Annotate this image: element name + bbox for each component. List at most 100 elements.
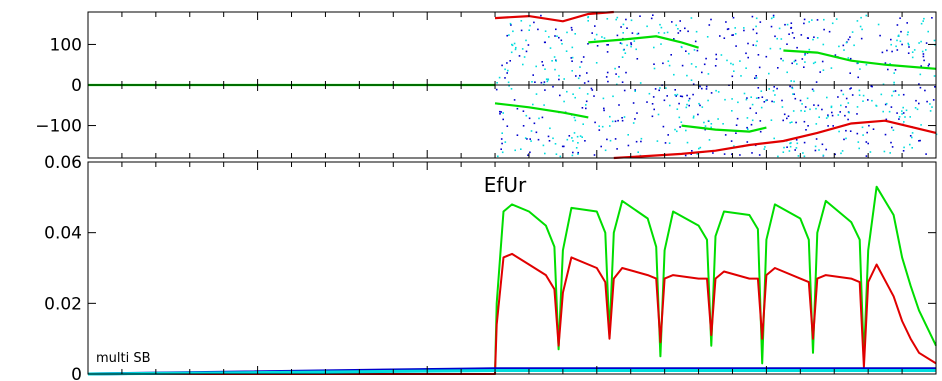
phase-scatter-point-blue (927, 65, 930, 67)
phase-scatter-point-blue (831, 111, 833, 114)
phase-scatter-point-blue (891, 50, 893, 53)
phase-scatter-point-cyan (800, 109, 802, 112)
phase-scatter-point-blue (618, 66, 620, 68)
phase-scatter-point-blue (607, 44, 609, 46)
phase-scatter-point-cyan (791, 121, 793, 123)
phase-scatter-point-cyan (513, 42, 516, 45)
phase-scatter-point-cyan (571, 46, 574, 49)
phase-scatter-point-cyan (755, 97, 758, 99)
phase-series-line-green-5 (783, 49, 937, 70)
phase-scatter-point-blue (634, 118, 636, 120)
phase-scatter-point-cyan (707, 119, 710, 122)
phase-scatter-point-cyan (690, 63, 693, 65)
phase-scatter-point-blue (563, 145, 565, 148)
phase-scatter-point-cyan (857, 141, 860, 143)
phase-scatter-point-cyan (755, 44, 757, 47)
phase-scatter-point-cyan (745, 67, 747, 69)
phase-scatter-point-blue (735, 124, 738, 126)
phase-scatter-point-blue (714, 65, 717, 67)
phase-scatter-point-cyan (532, 103, 534, 106)
phase-scatter-point-blue (715, 58, 718, 60)
phase-scatter-point-blue (506, 125, 509, 127)
phase-scatter-point-blue (827, 114, 829, 116)
phase-scatter-point-blue (529, 138, 531, 140)
phase-scatter-point-cyan (933, 39, 936, 42)
phase-scatter-point-blue (600, 145, 602, 148)
phase-scatter-point-cyan (501, 151, 504, 154)
phase-scatter-point-blue (856, 113, 858, 115)
phase-scatter-point-cyan (680, 121, 683, 123)
phase-scatter-point-blue (922, 53, 925, 55)
phase-scatter-point-blue (684, 27, 686, 30)
phase-scatter-point-blue (902, 93, 905, 96)
phase-scatter-point-blue (923, 59, 925, 62)
phase-scatter-point-cyan (802, 152, 804, 154)
phase-scatter-point-blue (712, 152, 714, 154)
phase-scatter-point-cyan (790, 142, 792, 144)
phase-scatter-point-cyan (595, 62, 598, 64)
phase-scatter-point-cyan (524, 137, 527, 139)
amplitude-plot-frame (87, 161, 937, 375)
phase-scatter-point-blue (896, 24, 899, 26)
phase-scatter-point-blue (662, 62, 664, 65)
phase-scatter-point-cyan (882, 83, 885, 86)
phase-scatter-point-cyan (889, 63, 891, 65)
phase-scatter-point-blue (745, 52, 747, 55)
phase-scatter-point-blue (773, 86, 775, 88)
phase-scatter-point-blue (867, 142, 869, 145)
phase-scatter-point-cyan (858, 89, 861, 92)
phase-scatter-point-blue (754, 77, 756, 79)
phase-scatter-point-cyan (789, 121, 791, 124)
phase-scatter-point-cyan (543, 104, 545, 106)
phase-scatter-point-blue (506, 34, 508, 37)
phase-scatter-point-cyan (508, 85, 510, 87)
phase-scatter-point-cyan (726, 59, 728, 62)
phase-scatter-point-blue (849, 57, 852, 60)
phase-scatter-point-cyan (773, 101, 775, 103)
phase-scatter-point-cyan (782, 151, 785, 153)
phase-scatter-point-cyan (653, 46, 655, 49)
phase-scatter-point-blue (699, 104, 701, 107)
phase-scatter-point-blue (899, 17, 901, 19)
phase-scatter-point-cyan (579, 66, 581, 68)
phase-scatter-point-cyan (773, 137, 775, 140)
phase-scatter-point-blue (726, 28, 729, 31)
phase-scatter-point-cyan (706, 36, 709, 38)
phase-scatter-point-cyan (911, 132, 914, 134)
phase-series-line-green-2 (494, 102, 589, 119)
phase-scatter-point-cyan (929, 110, 932, 112)
phase-scatter-point-blue (758, 66, 761, 69)
phase-scatter-point-blue (786, 146, 788, 148)
phase-scatter-point-blue (724, 134, 727, 136)
phase-scatter-point-cyan (734, 27, 736, 29)
phase-scatter-point-blue (674, 89, 676, 91)
phase-scatter-point-cyan (571, 154, 574, 157)
phase-scatter-point-blue (811, 88, 814, 91)
phase-scatter-point-blue (666, 95, 668, 97)
phase-scatter-point-blue (776, 87, 778, 90)
phase-scatter-point-cyan (875, 105, 878, 107)
phase-scatter-point-blue (896, 112, 898, 114)
phase-scatter-point-blue (506, 72, 508, 74)
phase-scatter-point-cyan (911, 51, 914, 53)
phase-scatter-point-blue (537, 28, 539, 31)
phase-scatter-point-cyan (507, 81, 510, 84)
phase-scatter-point-cyan (530, 130, 533, 132)
phase-scatter-point-cyan (830, 67, 833, 69)
phase-scatter-point-cyan (612, 95, 614, 98)
phase-scatter-point-blue (603, 107, 605, 110)
phase-scatter-point-cyan (760, 106, 763, 109)
phase-scatter-point-blue (606, 71, 609, 74)
phase-scatter-point-blue (687, 30, 689, 33)
phase-scatter-point-cyan (724, 98, 726, 101)
phase-scatter-point-blue (747, 42, 749, 45)
phase-scatter-point-blue (618, 104, 620, 106)
phase-scatter-point-blue (918, 83, 920, 85)
amplitude-series-lines (87, 185, 937, 376)
phase-scatter-point-blue (851, 94, 854, 96)
phase-scatter-point-blue (537, 138, 540, 141)
phase-scatter-point-blue (887, 68, 889, 71)
phase-scatter-point-cyan (675, 24, 677, 27)
phase-scatter-point-cyan (911, 136, 913, 139)
phase-scatter-point-blue (673, 38, 675, 40)
